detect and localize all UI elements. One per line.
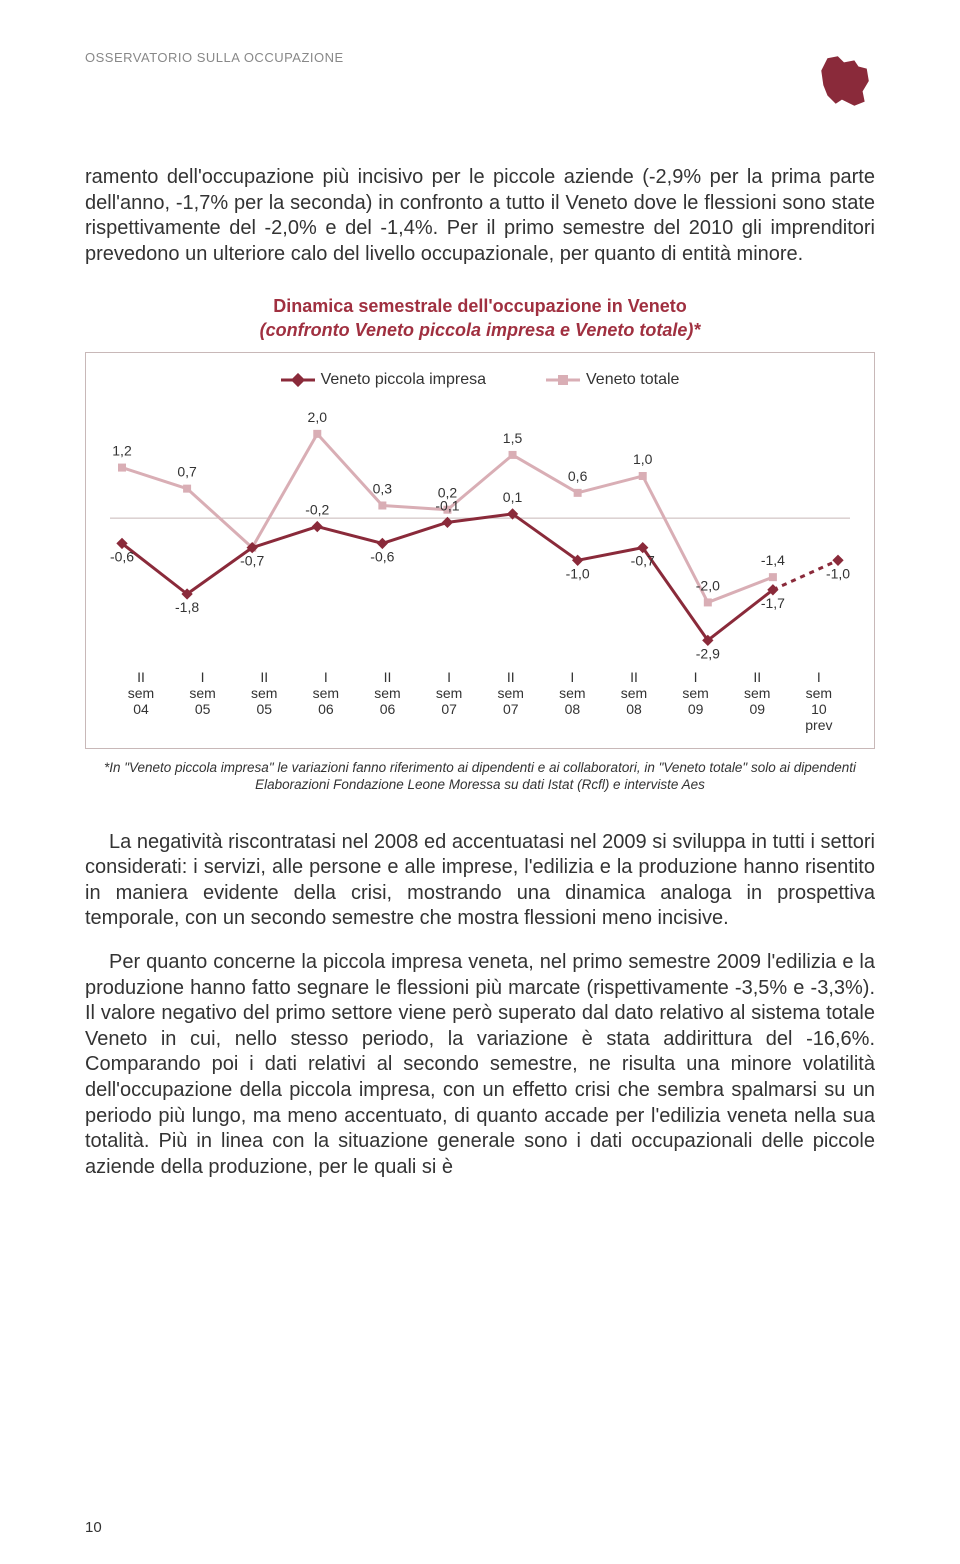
svg-text:-0,6: -0,6 <box>110 549 134 565</box>
paragraph-3: Per quanto concerne la piccola impresa v… <box>85 950 875 1180</box>
svg-text:1,2: 1,2 <box>112 443 132 459</box>
x-tick: IIsem05 <box>235 669 293 733</box>
legend-item-b: Veneto totale <box>546 371 679 389</box>
svg-text:0,6: 0,6 <box>568 468 588 484</box>
svg-text:-1,0: -1,0 <box>826 565 850 581</box>
svg-text:0,1: 0,1 <box>503 489 523 505</box>
x-tick: IIsem09 <box>728 669 786 733</box>
x-tick: Isem10prev <box>790 669 848 733</box>
paragraph-2: La negatività riscontratasi nel 2008 ed … <box>85 830 875 932</box>
svg-text:2,0: 2,0 <box>308 409 328 425</box>
svg-text:-0,6: -0,6 <box>370 549 394 565</box>
chart-legend: Veneto piccola impresa Veneto totale <box>110 371 850 389</box>
chart-container: Veneto piccola impresa Veneto totale 1,2… <box>85 352 875 748</box>
chart-title-line2: (confronto Veneto piccola impresa e Vene… <box>260 320 701 340</box>
svg-text:-1,0: -1,0 <box>566 565 590 581</box>
chart-title-line1: Dinamica semestrale dell'occupazione in … <box>273 296 686 316</box>
footnote-line2: Elaborazioni Fondazione Leone Moressa su… <box>255 777 705 792</box>
svg-text:-2,9: -2,9 <box>696 646 720 662</box>
svg-text:1,5: 1,5 <box>503 430 523 446</box>
svg-text:0,7: 0,7 <box>177 464 197 480</box>
x-tick: IIsem07 <box>482 669 540 733</box>
x-tick: Isem08 <box>543 669 601 733</box>
footnote-line1: *In "Veneto piccola impresa" le variazio… <box>104 760 856 775</box>
legend-marker-a <box>281 373 315 387</box>
svg-text:-0,2: -0,2 <box>305 502 329 518</box>
chart-title: Dinamica semestrale dell'occupazione in … <box>85 295 875 342</box>
region-map-icon <box>813 50 875 117</box>
chart-x-axis: IIsem04Isem05IIsem05Isem06IIsem06Isem07I… <box>110 669 850 733</box>
svg-text:-1,7: -1,7 <box>761 595 785 611</box>
legend-label-a: Veneto piccola impresa <box>321 371 486 389</box>
x-tick: IIsem04 <box>112 669 170 733</box>
x-tick: Isem09 <box>667 669 725 733</box>
svg-text:-0,1: -0,1 <box>435 498 459 514</box>
svg-text:-0,7: -0,7 <box>240 553 264 569</box>
page-number: 10 <box>85 1519 102 1536</box>
x-tick: Isem06 <box>297 669 355 733</box>
paragraph-1: ramento dell'occupazione più incisivo pe… <box>85 165 875 267</box>
section-label: OSSERVATORIO SULLA OCCUPAZIONE <box>85 50 344 65</box>
chart-footnote: *In "Veneto piccola impresa" le variazio… <box>85 759 875 794</box>
x-tick: IIsem08 <box>605 669 663 733</box>
legend-label-b: Veneto totale <box>586 371 679 389</box>
chart-plot: 1,20,72,00,30,21,50,61,0-2,0-1,4-0,6-1,8… <box>110 403 850 663</box>
svg-text:-0,7: -0,7 <box>631 553 655 569</box>
legend-marker-b <box>546 373 580 387</box>
x-tick: IIsem06 <box>359 669 417 733</box>
svg-text:-2,0: -2,0 <box>696 578 720 594</box>
svg-text:1,0: 1,0 <box>633 451 653 467</box>
svg-text:-1,8: -1,8 <box>175 599 199 615</box>
svg-text:0,3: 0,3 <box>373 481 393 497</box>
x-tick: Isem05 <box>174 669 232 733</box>
x-tick: Isem07 <box>420 669 478 733</box>
svg-text:-1,4: -1,4 <box>761 552 785 568</box>
legend-item-a: Veneto piccola impresa <box>281 371 486 389</box>
